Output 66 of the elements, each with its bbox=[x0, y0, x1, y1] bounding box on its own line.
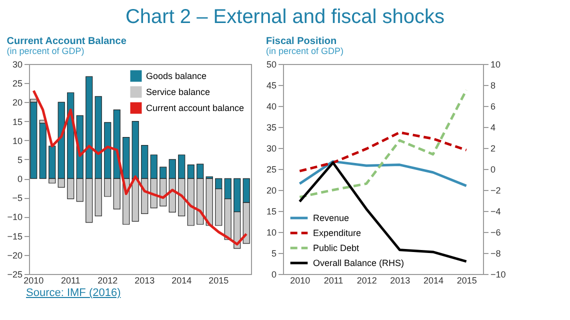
y-tick-label: 15 bbox=[266, 206, 276, 216]
y-tick-label: 20 bbox=[266, 186, 276, 196]
x-tick-label: 2012 bbox=[98, 276, 118, 286]
y-tick-label: −25 bbox=[7, 270, 22, 280]
x-tick-label: 2013 bbox=[390, 276, 410, 286]
legend-label: Overall Balance (RHS) bbox=[313, 258, 404, 268]
chart-subtitle: (in percent of GDP) bbox=[6, 46, 84, 56]
x-tick-label: 2013 bbox=[134, 276, 155, 286]
y2-tick-label: 10 bbox=[490, 60, 501, 70]
y2-tick-label: −4 bbox=[490, 206, 501, 216]
x-tick-label: 2010 bbox=[290, 276, 310, 286]
y-tick-label: 50 bbox=[266, 60, 276, 70]
y2-tick-label: 0 bbox=[490, 164, 496, 174]
y2-tick-label: −6 bbox=[490, 228, 501, 238]
y-tick-label: 45 bbox=[266, 80, 276, 90]
legend-label: Service balance bbox=[146, 87, 210, 97]
line-series bbox=[298, 131, 468, 172]
x-tick-label: 2015 bbox=[208, 276, 229, 286]
x-tick-label: 2010 bbox=[24, 276, 44, 286]
x-tick-label: 2015 bbox=[456, 276, 477, 286]
line-series bbox=[32, 89, 248, 246]
x-tick-label: 2012 bbox=[356, 276, 377, 286]
chart-title: Fiscal Position bbox=[266, 36, 337, 47]
y2-tick-label: 2 bbox=[490, 144, 496, 154]
y2-tick-label: −2 bbox=[490, 186, 501, 196]
y-tick-label: 10 bbox=[12, 136, 22, 146]
y2-tick-label: 6 bbox=[490, 102, 496, 112]
caption: Chart 2 – External and fiscal shocks bbox=[124, 5, 446, 30]
line-series bbox=[298, 88, 468, 198]
y-tick-label: −20 bbox=[7, 250, 22, 260]
y-tick-label: 10 bbox=[266, 228, 276, 238]
legend-label: Revenue bbox=[313, 213, 350, 223]
bar bbox=[30, 102, 38, 179]
legend-label: Expenditure bbox=[313, 228, 362, 238]
y-tick-label: 25 bbox=[12, 78, 22, 89]
y-tick-label: −15 bbox=[7, 231, 22, 242]
y-tick-label: 5 bbox=[17, 154, 22, 165]
bar bbox=[206, 178, 213, 226]
y2-tick-label: 8 bbox=[490, 80, 496, 90]
y2-tick-label: −8 bbox=[490, 248, 501, 258]
legend-label: Public Debt bbox=[313, 243, 360, 253]
chart-subtitle: (in percent of GDP) bbox=[266, 46, 344, 56]
legend-label: Goods balance bbox=[146, 71, 207, 81]
bar bbox=[39, 122, 46, 179]
legend-label: Current account balance bbox=[146, 103, 244, 113]
y-tick-label: −5 bbox=[12, 193, 22, 204]
y-tick-label: 30 bbox=[12, 60, 22, 70]
y-tick-label: 20 bbox=[12, 98, 22, 108]
y-tick-label: 15 bbox=[12, 116, 22, 127]
y-tick-label: 0 bbox=[17, 174, 22, 184]
y-tick-label: 5 bbox=[271, 248, 276, 258]
y-tick-label: 40 bbox=[266, 102, 276, 112]
line-series bbox=[298, 160, 468, 188]
y2-tick-label: −10 bbox=[490, 270, 506, 280]
x-tick-label: 2011 bbox=[60, 276, 80, 286]
y2-tick-label: 4 bbox=[490, 122, 496, 132]
x-tick-label: 2014 bbox=[423, 276, 444, 286]
y-tick-label: 35 bbox=[266, 122, 276, 132]
y-tick-label: 0 bbox=[271, 270, 276, 280]
y-tick-label: 30 bbox=[266, 144, 276, 154]
source-note: Source: IMF (2016) bbox=[26, 287, 122, 299]
x-tick-label: 2011 bbox=[324, 276, 344, 286]
x-tick-label: 2014 bbox=[172, 276, 192, 286]
y-tick-label: −10 bbox=[7, 212, 22, 222]
y-tick-label: 25 bbox=[266, 164, 276, 174]
chart-title: Current Account Balance bbox=[6, 36, 127, 47]
